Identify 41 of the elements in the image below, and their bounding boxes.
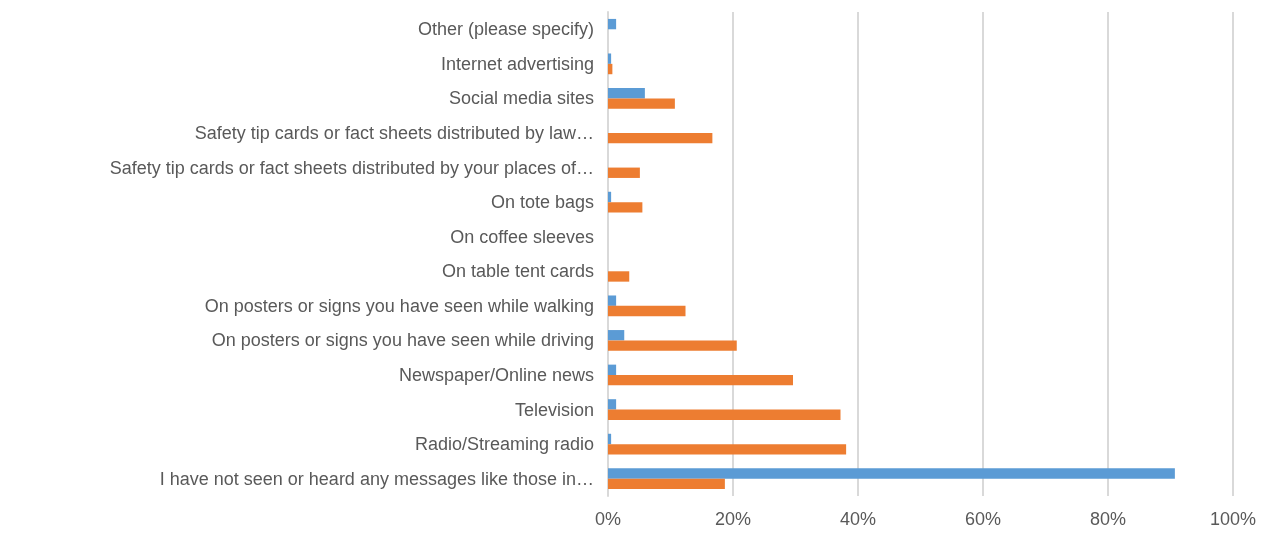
y-tick-label: Television [514, 399, 594, 420]
bar [608, 167, 640, 178]
bar [608, 295, 617, 306]
bar [608, 202, 643, 213]
y-tick-label: Newspaper/Online news [398, 365, 594, 385]
y-tick-label: Safety tip cards or fact sheets distributed by your places of… [109, 157, 594, 178]
bar [608, 444, 847, 455]
y-tick-label: Radio/Streaming radio [414, 434, 594, 455]
x-tick-label: 100% [1209, 509, 1257, 529]
y-tick-label: I have not seen or heard any messages like those in… [159, 468, 594, 489]
bar [608, 133, 713, 144]
x-tick-label: 80% [1089, 509, 1127, 529]
bar [608, 191, 612, 203]
bar [608, 98, 675, 109]
bar [608, 330, 625, 341]
y-tick-label: On table tent cards [441, 261, 594, 282]
y-tick-label: On coffee sleeves [450, 226, 594, 247]
bar [608, 399, 617, 410]
x-tick-label: 40% [839, 509, 877, 529]
bar [608, 340, 737, 351]
x-tick-label: 20% [714, 509, 752, 529]
bar [608, 305, 686, 317]
bar [608, 468, 1175, 479]
bar [608, 478, 725, 490]
bar [608, 433, 612, 445]
y-tick-label: Safety tip cards or fact sheets distributed by law… [194, 123, 594, 143]
y-tick-label: Internet advertising [440, 53, 594, 74]
y-tick-label: On posters or signs you have seen while driving [211, 330, 594, 351]
y-tick-label: Other (please specify) [417, 19, 594, 40]
bar [608, 271, 630, 282]
x-tick-label: 60% [964, 509, 1002, 529]
bar [608, 53, 612, 64]
y-tick-label: On posters or signs you have seen while walking [204, 295, 594, 316]
x-tick-label: 0% [594, 509, 622, 529]
y-tick-label: Social media sites [448, 88, 594, 109]
bar [608, 375, 793, 386]
bar [608, 88, 645, 99]
y-tick-label: On tote bags [490, 192, 594, 213]
bar [608, 364, 617, 375]
bar [608, 18, 617, 30]
bar [608, 409, 841, 420]
